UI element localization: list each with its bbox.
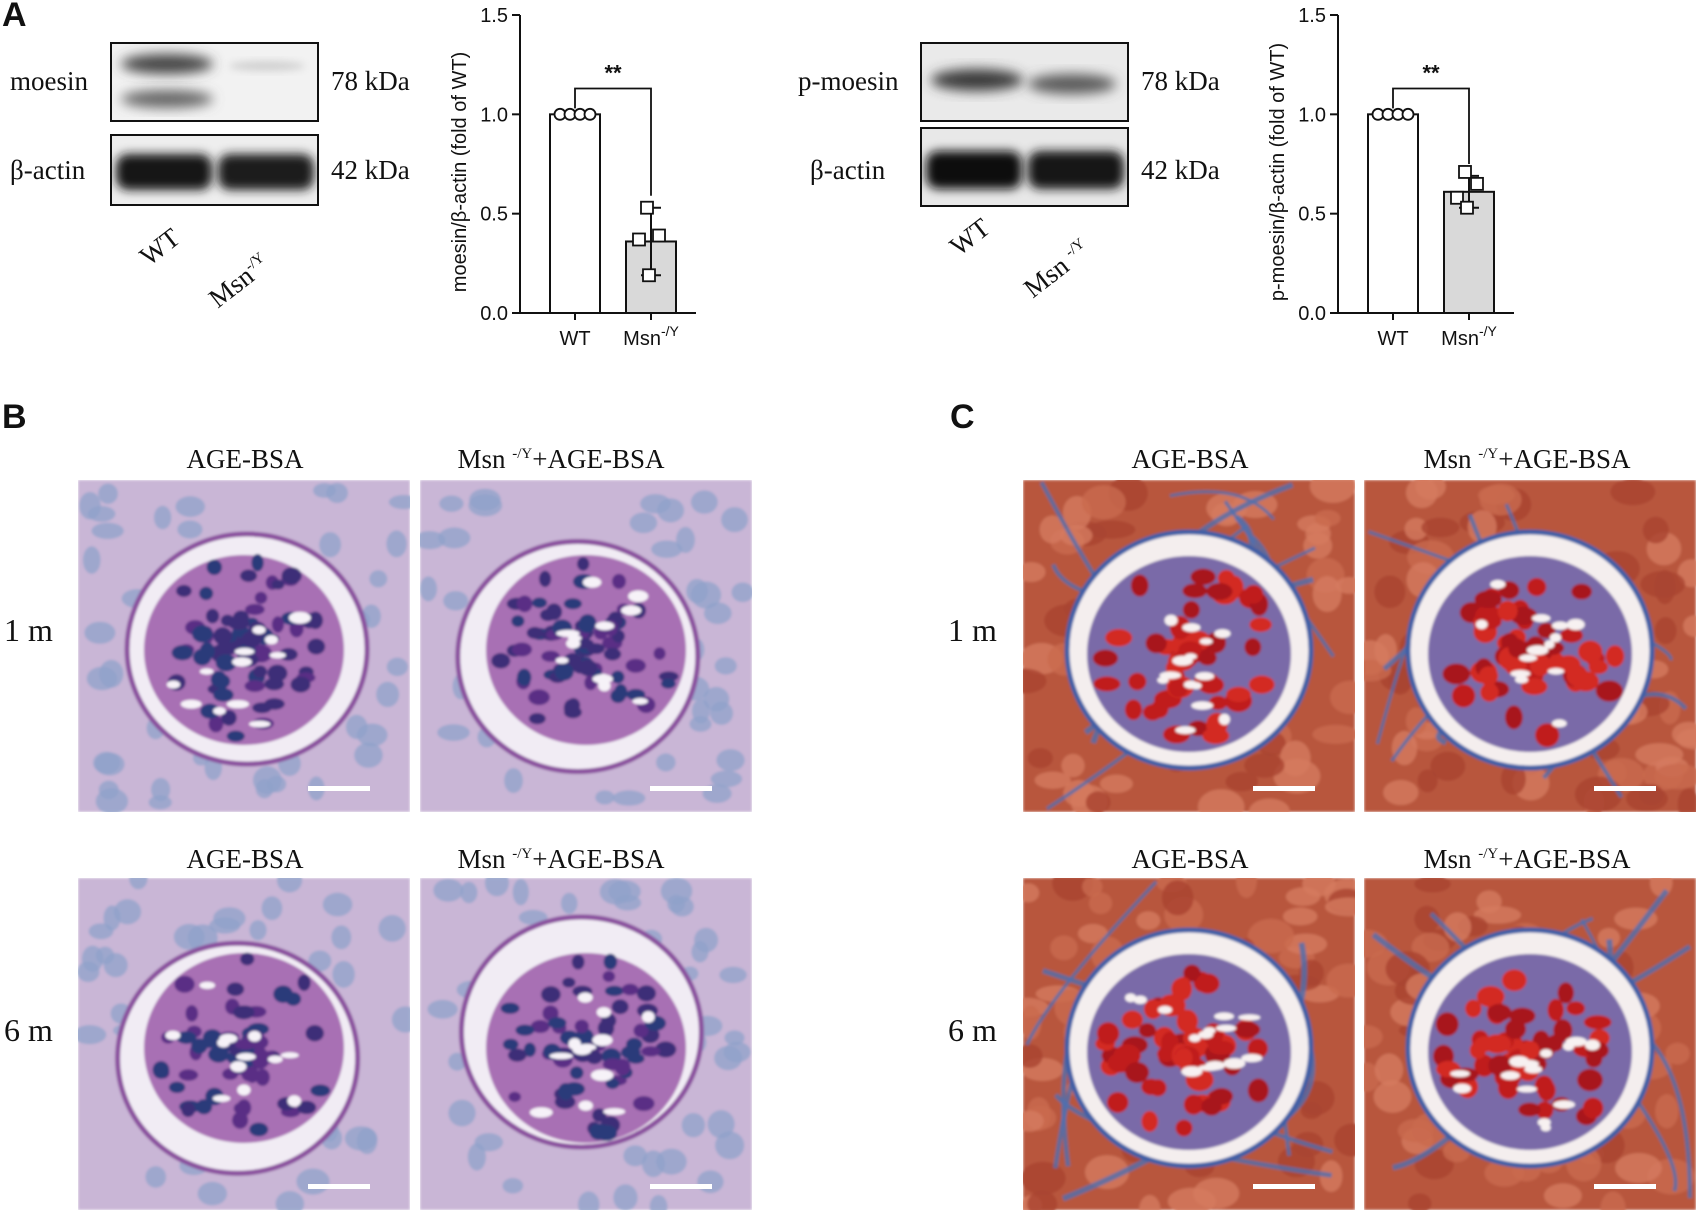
bar-wt	[1367, 113, 1419, 315]
col-title-b-msn-age-bsa-6: Msn -/Y+AGE-BSA	[457, 844, 665, 874]
blot-kda-p-moesin: 78 kDa	[1141, 66, 1220, 96]
micrograph-c-age-bsa-6m	[1023, 878, 1355, 1210]
col-title-c-age-bsa-1: AGE-BSA	[1131, 444, 1249, 474]
lane-label-msn-left: Msn-/Y	[203, 249, 268, 314]
significance-bracket	[574, 87, 652, 196]
x-tick-label: WT	[1377, 328, 1408, 350]
y-tick-label: 0.5	[1298, 204, 1326, 226]
lane-label-wt-left: WT	[134, 222, 186, 272]
col-title-c-age-bsa-6: AGE-BSA	[1131, 844, 1249, 874]
y-tick-label: 1.0	[1298, 104, 1326, 126]
col-title-b-age-bsa-6: AGE-BSA	[186, 844, 304, 874]
scale-bar	[650, 1184, 712, 1189]
scale-bar	[650, 786, 712, 791]
data-point	[632, 232, 646, 247]
panel-letter-c: C	[950, 398, 975, 436]
y-axis-title: moesin/β-actin (fold of WT)	[449, 52, 471, 292]
blot-label-actin-right: β-actin	[810, 155, 886, 185]
lane-label-msn-right: Msn -/Y	[1018, 235, 1088, 304]
col-title-b-age-bsa-1: AGE-BSA	[186, 444, 304, 474]
significance-label: **	[604, 61, 622, 86]
blot-image-p-moesin	[920, 42, 1129, 122]
scale-bar	[308, 786, 370, 791]
micrograph-c-msn-age-bsa-1m	[1364, 480, 1696, 812]
blot-label-moesin: moesin	[10, 66, 88, 96]
bar-chart-p-moesin: 0.0 0.5 1.0 1.5 p-moesin/β-actin (fold of WT…	[1267, 5, 1514, 350]
data-point	[1470, 176, 1484, 191]
y-tick-label: 0.0	[1298, 303, 1326, 325]
row-label-b-1m: 1 m	[4, 612, 53, 648]
y-axis-title: p-moesin/β-actin (fold of WT)	[1267, 43, 1289, 301]
data-point	[642, 268, 656, 283]
y-tick-label: 0.5	[480, 204, 508, 226]
col-title-b-msn-age-bsa-1: Msn -/Y+AGE-BSA	[457, 444, 665, 474]
micrograph-b-age-bsa-1m	[78, 480, 410, 812]
x-tick-label: Msn-/Y	[1441, 323, 1497, 350]
significance-bracket	[1392, 87, 1470, 164]
micrograph-b-age-bsa-6m	[78, 878, 410, 1210]
y-tick-label: 1.5	[480, 5, 508, 27]
blot-label-p-moesin: p-moesin	[798, 66, 899, 96]
lane-label-wt-right: WT	[944, 212, 996, 262]
blot-label-actin-left: β-actin	[10, 155, 86, 185]
col-title-c-msn-age-bsa-6: Msn -/Y+AGE-BSA	[1423, 844, 1631, 874]
col-title-c-msn-age-bsa-1: Msn -/Y+AGE-BSA	[1423, 444, 1631, 474]
blot-kda-actin-right: 42 kDa	[1141, 155, 1220, 185]
data-point	[583, 107, 597, 121]
row-label-c-6m: 6 m	[948, 1012, 997, 1048]
scale-bar	[1253, 1184, 1315, 1189]
blot-image-actin-left	[110, 134, 319, 206]
data-point	[1450, 190, 1464, 205]
bar-chart-moesin: 0.0 0.5 1.0 1.5 moesin/β-actin (fold of WT) W…	[449, 5, 696, 350]
micrograph-c-msn-age-bsa-6m	[1364, 878, 1696, 1210]
panel-letter-a: A	[2, 0, 27, 34]
data-point	[1401, 107, 1415, 121]
y-tick-label: 1.0	[480, 104, 508, 126]
y-tick-label: 0.0	[480, 303, 508, 325]
blot-image-moesin	[110, 42, 319, 122]
scale-bar	[1594, 786, 1656, 791]
data-point	[652, 228, 666, 243]
data-point	[1460, 200, 1474, 215]
x-tick-label: WT	[559, 328, 590, 350]
micrograph-c-age-bsa-1m	[1023, 480, 1355, 812]
data-point	[1458, 165, 1472, 179]
data-point	[640, 200, 654, 215]
scale-bar	[308, 1184, 370, 1189]
blot-kda-actin-left: 42 kDa	[331, 155, 410, 185]
significance-label: **	[1422, 61, 1440, 86]
micrograph-b-msn-age-bsa-1m	[420, 480, 752, 812]
blot-image-actin-right	[920, 127, 1129, 207]
micrograph-b-msn-age-bsa-6m	[420, 878, 752, 1210]
bar-wt	[549, 113, 601, 315]
scale-bar	[1253, 786, 1315, 791]
row-label-b-6m: 6 m	[4, 1012, 53, 1048]
panel-letter-b: B	[2, 398, 27, 436]
blot-kda-moesin: 78 kDa	[331, 66, 410, 96]
y-tick-label: 1.5	[1298, 5, 1326, 27]
x-tick-label: Msn-/Y	[623, 323, 679, 350]
scale-bar	[1594, 1184, 1656, 1189]
row-label-c-1m: 1 m	[948, 612, 997, 648]
